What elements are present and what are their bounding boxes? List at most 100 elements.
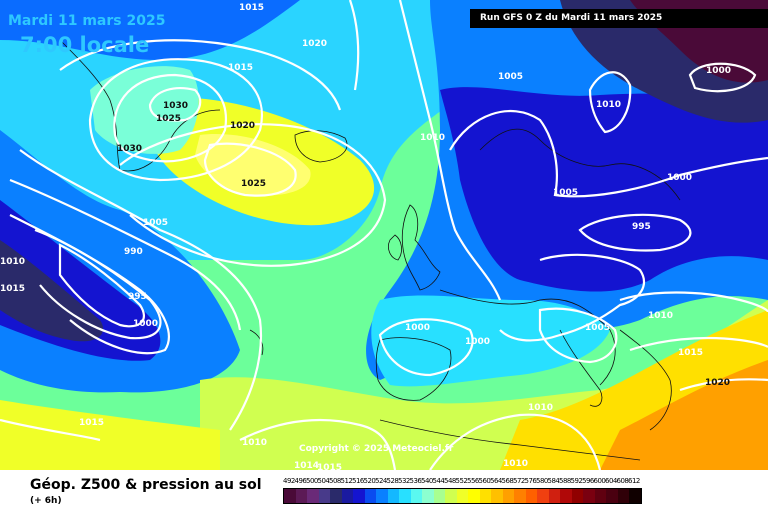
- legend-value: 512: [340, 477, 353, 485]
- isobar-1020-east: [679, 378, 768, 392]
- isobars: [0, 0, 768, 470]
- isobar-label: 1025: [156, 114, 182, 124]
- legend-value: 612: [628, 477, 640, 485]
- isobar-1005-italy: [538, 307, 618, 364]
- map-subtitle: (+ 6h): [30, 496, 62, 506]
- legend-value: 520: [363, 477, 376, 485]
- isobar-1000-arctic: [688, 62, 757, 93]
- isobar-1010-east: [619, 291, 768, 313]
- copyright-notice: Copyright © 2025 Meteociel.fr: [299, 444, 454, 454]
- isobar-1010-south: [239, 418, 397, 470]
- legend-value: 496: [294, 477, 307, 485]
- legend-swatch: [479, 489, 491, 503]
- isobar-label: 1005: [585, 323, 611, 333]
- legend-swatch: [606, 489, 618, 503]
- legend-swatch: [353, 489, 365, 503]
- iberia-coast: [375, 337, 452, 401]
- britain-coast: [401, 204, 441, 291]
- field-ridge-core: [195, 134, 311, 196]
- legend-value: 540: [421, 477, 433, 485]
- legend-swatch: [514, 489, 526, 503]
- legend-value: 508: [329, 477, 341, 485]
- isobar-label: 1025: [241, 179, 267, 189]
- isobar-1000-europe: [499, 253, 645, 342]
- isobar-label: 1020: [302, 39, 328, 49]
- isobar-1010-scand: [588, 71, 632, 134]
- map-title: Géop. Z500 & pression au sol: [30, 477, 262, 493]
- italy-coast: [559, 329, 603, 407]
- legend-swatch: [537, 489, 549, 503]
- legend-value: 556: [467, 477, 479, 485]
- color-legend: 492 496 500 504 508 512 516 520 524 528 532 536 540 5…: [283, 477, 642, 504]
- isobar-1020-north: [59, 39, 342, 111]
- isobar-label: 1020: [705, 378, 731, 388]
- legend-swatch: [399, 489, 411, 503]
- isobar-995-east: [578, 213, 692, 252]
- legend-colorbar: [283, 488, 642, 504]
- isobar-label: 995: [632, 222, 651, 232]
- forecast-time: 7:00 locale: [20, 33, 150, 57]
- legend-value: 588: [559, 477, 571, 485]
- isobar-label: 1010: [0, 257, 26, 267]
- legend-swatch: [307, 489, 319, 503]
- isobar-label: 1000: [667, 173, 693, 183]
- field-core-low: [0, 240, 104, 342]
- legend-swatch: [330, 489, 342, 503]
- legend-value: 528: [386, 477, 399, 485]
- isobar-label: 1014: [294, 461, 320, 471]
- legend-value: 600: [593, 477, 606, 485]
- isobar-label: 1010: [528, 403, 554, 413]
- legend-value: 592: [570, 477, 583, 485]
- legend-value: 544: [432, 477, 445, 485]
- isobar-1000-iberia: [378, 318, 474, 377]
- legend-swatch: [364, 489, 376, 503]
- isobar-1010-atlantic: [398, 0, 502, 301]
- legend-value: 572: [513, 477, 525, 485]
- isobar-label: 990: [124, 247, 143, 257]
- legend-value: 560: [478, 477, 491, 485]
- geopotential-map: [0, 0, 768, 470]
- isobar-1005-north: [449, 110, 768, 198]
- balkans-coast: [619, 329, 672, 431]
- legend-value: 576: [524, 477, 537, 485]
- field-southwest: [0, 400, 220, 470]
- legend-swatch: [583, 489, 595, 503]
- legend-swatch: [284, 489, 296, 503]
- isobar-1020: [119, 123, 387, 267]
- legend-value: 608: [616, 477, 629, 485]
- field-europe-cyan: [371, 295, 610, 387]
- isobar-label: 1000: [405, 323, 431, 333]
- africa-coast: [379, 419, 641, 461]
- isobar-label: 1010: [503, 459, 529, 469]
- isobar-1015-top: [348, 0, 360, 91]
- isobar-label: 1010: [420, 133, 446, 143]
- legend-value: 564: [490, 477, 502, 485]
- isobar-1015-sw: [0, 418, 101, 442]
- isobar-1025: [88, 58, 263, 182]
- legend-value: 500: [306, 477, 318, 485]
- isobar-label: 1010: [596, 100, 622, 110]
- legend-swatch: [341, 489, 353, 503]
- legend-labels: 492 496 500 504 508 512 516 520 524 528 532 536 540 5…: [283, 477, 642, 485]
- field-warm-core: [600, 360, 768, 470]
- legend-swatch: [387, 489, 399, 503]
- legend-value: 604: [605, 477, 617, 485]
- isobar-1015: [19, 149, 262, 431]
- legend-value: 536: [409, 477, 422, 485]
- legend-value: 548: [444, 477, 456, 485]
- legend-swatch: [445, 489, 457, 503]
- legend-value: 596: [582, 477, 594, 485]
- isobar-1015-east: [629, 336, 768, 352]
- scandinavia-coast: [479, 128, 681, 201]
- legend-swatch: [502, 489, 514, 503]
- isobar-label: 1010: [242, 438, 268, 448]
- isobar-label: 1010: [648, 311, 674, 321]
- legend-swatch: [617, 489, 629, 503]
- legend-swatch: [468, 489, 480, 503]
- isobar-label: 1020: [230, 121, 256, 131]
- isobar-1030-inner: [148, 87, 202, 122]
- isobar-label: 1030: [163, 101, 189, 111]
- isobar-label: 1000: [465, 337, 491, 347]
- legend-value: 580: [536, 477, 548, 485]
